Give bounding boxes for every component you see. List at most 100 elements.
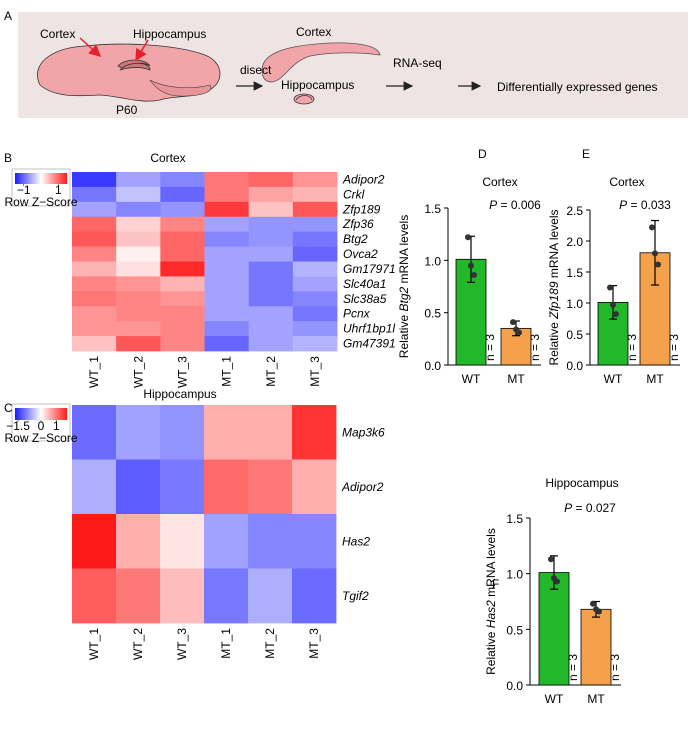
x-tick-label: MT xyxy=(507,372,525,386)
column-label: MT_3 xyxy=(308,356,322,387)
heatmap-cell xyxy=(116,291,161,307)
heatmap-cell xyxy=(116,261,161,277)
heatmap-cell xyxy=(292,336,338,352)
heatmap-cell xyxy=(72,246,117,262)
heatmap-cell xyxy=(248,514,293,569)
y-axis-label: Relative Zfp189 mRNA levels xyxy=(547,209,561,365)
data-point xyxy=(468,262,474,269)
n-label: n = 3 xyxy=(566,654,580,681)
heatmap-cell xyxy=(248,336,294,352)
heatmap-cell xyxy=(72,261,117,277)
heatmap-cell xyxy=(160,306,205,322)
heatmap-cell xyxy=(160,261,205,277)
column-label: WT_2 xyxy=(131,628,145,660)
colorbar-tick-label: 0 xyxy=(38,419,45,433)
heatmap-cell xyxy=(248,568,293,624)
heatmap-cell xyxy=(292,186,338,203)
row-label: Uhrf1bp1l xyxy=(343,322,395,336)
bar xyxy=(538,572,570,686)
panel-label: F xyxy=(492,577,499,591)
heatmap-cell xyxy=(116,172,161,188)
row-label: Slc38a5 xyxy=(343,292,387,306)
heatmap-cell xyxy=(204,261,250,277)
heatmap-cell xyxy=(248,216,294,233)
color-key-box xyxy=(11,168,71,207)
panel-label: C xyxy=(4,401,13,415)
heatmap-cell xyxy=(292,291,338,307)
heatmap-cell xyxy=(160,568,205,624)
label: Hippocampus xyxy=(133,27,206,41)
heatmap-cell xyxy=(292,216,338,233)
column-label: MT_1 xyxy=(220,356,234,387)
y-tick-label: 1.5 xyxy=(506,512,523,526)
heatmap-cell xyxy=(72,276,117,292)
heatmap-cell xyxy=(72,459,117,515)
column-label: WT_1 xyxy=(87,356,101,388)
annotation-p: P xyxy=(489,198,497,212)
heatmap-cell xyxy=(248,321,294,337)
heatmap-cell xyxy=(160,172,205,188)
n-label: n = 3 xyxy=(608,654,622,681)
heatmap-cell xyxy=(72,514,117,569)
heatmap-cell xyxy=(248,291,294,307)
chart-title: Cortex xyxy=(150,151,185,165)
annotation-p: P xyxy=(564,501,572,515)
y-tick-label: 0.5 xyxy=(506,623,523,637)
heatmap-cell xyxy=(204,246,250,262)
heatmap-cell xyxy=(116,405,161,460)
column-label: WT_3 xyxy=(175,356,189,388)
heatmap-cell xyxy=(160,246,205,262)
y-axis-label: Relative Btg2 mRNA levels xyxy=(397,215,411,358)
panel-label: D xyxy=(478,147,487,161)
heatmap-cell xyxy=(204,186,250,203)
heatmap-cell xyxy=(116,568,161,624)
annotation-value: = 0.006 xyxy=(497,198,541,212)
heatmap-cell xyxy=(248,261,294,277)
column-label: MT_2 xyxy=(264,356,278,387)
column-label: MT_3 xyxy=(307,628,321,659)
heatmap-cell xyxy=(204,321,250,337)
y-tick-label: 2.0 xyxy=(566,235,583,249)
heatmap-cell xyxy=(248,459,293,515)
row-label: Slc40a1 xyxy=(343,277,386,291)
heatmap-cell xyxy=(72,321,117,337)
heatmap-cell xyxy=(72,291,117,307)
heatmap-cell xyxy=(248,306,294,322)
row-label: Gm17971 xyxy=(343,262,396,276)
heatmap-cell xyxy=(72,568,117,624)
data-point xyxy=(516,329,522,336)
chart-title: Cortex xyxy=(609,175,644,189)
heatmap-cell xyxy=(204,306,250,322)
data-point xyxy=(548,556,554,563)
row-label: Gm47391 xyxy=(343,337,396,351)
heatmap-cell xyxy=(292,306,338,322)
data-point xyxy=(510,319,516,326)
y-axis-label-part: mRNA levels xyxy=(484,528,498,600)
heatmap-cell xyxy=(72,216,117,233)
heatmap-cell xyxy=(160,405,205,460)
chart-title: Hippocampus xyxy=(143,387,216,401)
label: disect xyxy=(240,63,272,77)
x-tick-label: WT xyxy=(604,372,623,386)
cerebellum xyxy=(149,79,212,97)
row-label: Adipor2 xyxy=(342,172,385,186)
label: Hippocampus xyxy=(281,78,354,92)
heatmap-cell xyxy=(116,216,161,233)
heatmap-cell xyxy=(292,459,337,515)
heatmap-cell xyxy=(204,336,250,352)
heatmap-cell xyxy=(160,321,205,337)
y-tick-label: 0.5 xyxy=(566,328,583,342)
column-label: WT_3 xyxy=(175,628,189,660)
y-axis-label-part: Relative xyxy=(547,319,561,366)
row-label: Adipor2 xyxy=(341,480,384,494)
heatmap-cell xyxy=(116,321,161,337)
y-tick-label: 0.0 xyxy=(424,359,441,373)
n-label: n = 3 xyxy=(483,334,497,361)
data-point xyxy=(655,261,661,268)
heatmap-cell xyxy=(292,201,338,218)
heatmap-cell xyxy=(160,231,205,247)
heatmap-cell xyxy=(248,186,294,203)
row-label: Pcnx xyxy=(343,307,371,321)
chart-title: Hippocampus xyxy=(545,476,618,490)
heatmap-cell xyxy=(116,459,161,515)
